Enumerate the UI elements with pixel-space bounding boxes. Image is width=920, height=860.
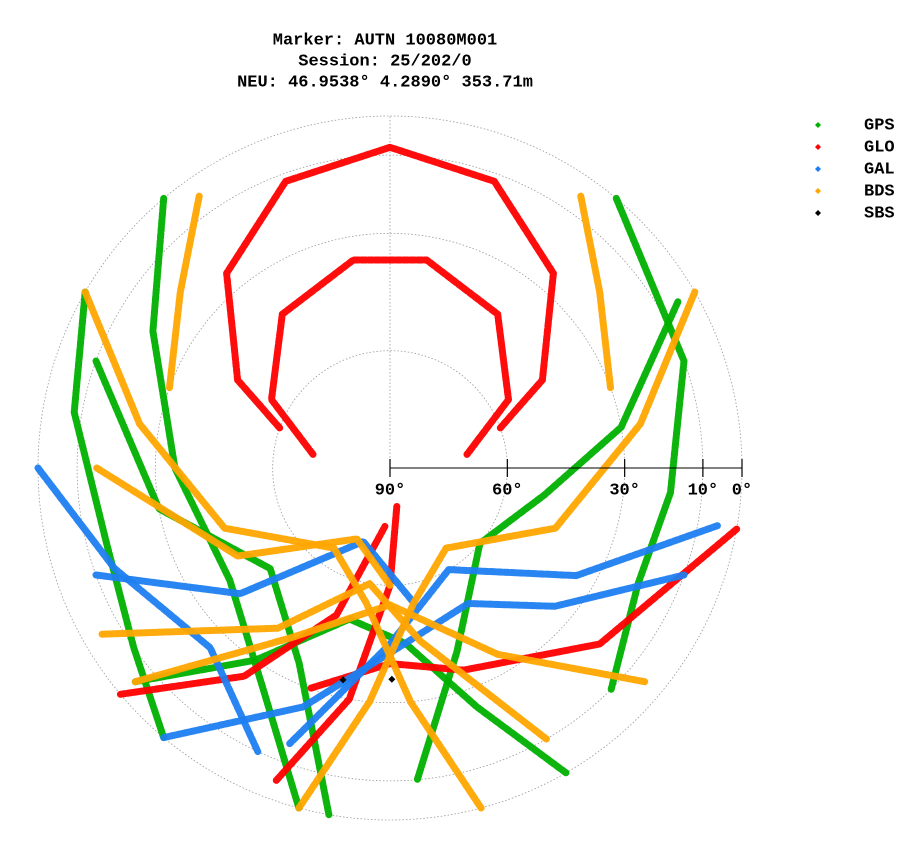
radial-tick-label: 30° [609,481,640,500]
satellite-track [166,192,203,392]
satellite-track [93,464,394,589]
satellite-track [272,503,401,784]
radial-tick-label: 90° [375,481,406,500]
legend-marker [815,144,821,150]
satellite-track [577,192,614,392]
legend-marker [815,122,821,128]
legend-label: SBS [864,204,895,223]
legend-marker [815,210,821,216]
title-line: Marker: AUTN 10080M001 [273,31,497,50]
legend-marker [815,188,821,194]
satellite-track [295,288,699,812]
satellite-track [413,298,682,784]
legend-label: GLO [864,138,895,157]
satellite-track [116,522,389,698]
title-line: NEU: 46.9538° 4.2890° 353.71m [237,73,533,92]
satellite-track [149,194,303,812]
satellite-track [98,580,550,743]
legend-marker [815,166,821,172]
satellite-track [70,288,168,742]
satellite-track [131,601,649,686]
radial-tick-label: 10° [688,481,719,500]
satellite-track [92,538,418,607]
satellite-point [388,675,396,683]
satellite-track [286,522,721,748]
radial-tick-label: 60° [492,481,523,500]
satellite-track [223,143,557,432]
legend-label: GPS [864,116,895,135]
legend-label: BDS [864,182,895,201]
title: Marker: AUTN 10080M001 Session: 25/202/0… [237,31,533,92]
legend-label: GAL [864,160,895,179]
satellite-track [34,464,262,756]
radial-tick-label: 0° [732,481,752,500]
satellite-track [268,256,512,458]
satellite-track [81,288,485,812]
satellite-track [92,357,333,819]
title-line: Session: 25/202/0 [298,52,471,71]
satellite-point [339,676,347,684]
